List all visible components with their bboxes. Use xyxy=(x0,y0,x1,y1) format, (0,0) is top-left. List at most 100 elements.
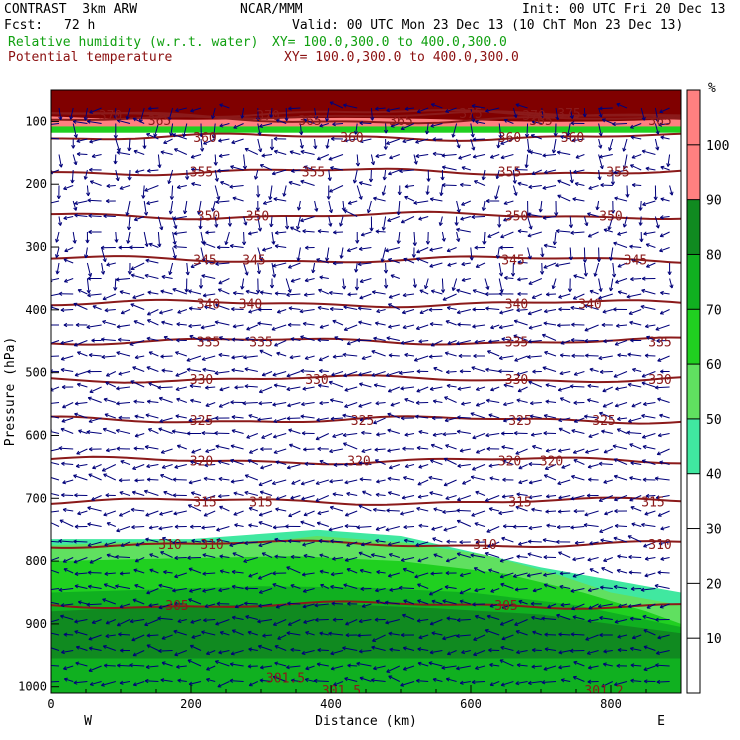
theta-label-330: 330 xyxy=(648,373,671,388)
wind-vector xyxy=(106,183,116,189)
wind-vector xyxy=(627,535,642,543)
wind-vector xyxy=(259,490,273,496)
wind-vector xyxy=(387,491,400,496)
wind-vector xyxy=(643,645,656,651)
wind-vector xyxy=(149,568,159,574)
theta-label-375: 375 xyxy=(459,107,482,122)
wind-vector xyxy=(62,402,74,409)
wind-vector xyxy=(229,662,244,667)
wind-vector xyxy=(272,619,287,626)
wind-vector xyxy=(300,335,315,341)
wind-vector xyxy=(61,384,74,390)
wind-vector xyxy=(629,244,642,249)
wind-vector xyxy=(232,291,244,296)
wind-vector xyxy=(470,553,486,558)
wind-vector xyxy=(87,584,102,589)
wind-vector xyxy=(476,448,486,454)
wind-vector xyxy=(441,182,457,188)
y-tick-label: 900 xyxy=(25,617,47,631)
wind-vector xyxy=(488,507,500,512)
wind-vector xyxy=(485,367,500,372)
wind-vector xyxy=(244,147,259,155)
wind-vector xyxy=(104,541,116,547)
wind-vector xyxy=(446,247,457,253)
wind-vector xyxy=(456,508,471,513)
wind-vector xyxy=(202,293,216,298)
wind-vector xyxy=(51,587,60,592)
wind-vector xyxy=(116,150,131,155)
wind-vector xyxy=(571,429,585,434)
wind-vector xyxy=(573,417,585,423)
wind-vector xyxy=(58,107,63,121)
field1-name: Relative humidity (w.r.t. water) xyxy=(8,35,259,50)
wind-vector xyxy=(274,340,287,347)
wind-vector xyxy=(516,371,528,377)
wind-vector xyxy=(512,524,528,529)
x-tick-label: 400 xyxy=(320,697,342,711)
wind-vector xyxy=(501,603,514,610)
wind-vector xyxy=(474,614,486,620)
wind-vector xyxy=(500,154,514,160)
wind-vector xyxy=(329,448,344,454)
wind-vector xyxy=(616,428,628,434)
wind-vector xyxy=(146,133,159,140)
wind-vector xyxy=(269,216,274,228)
colorbar-label: 20 xyxy=(706,577,722,592)
wind-vector xyxy=(528,324,542,330)
wind-vector xyxy=(543,321,557,326)
wind-vector xyxy=(496,138,501,149)
wind-vector xyxy=(569,648,585,653)
wind-vector xyxy=(74,619,88,624)
wind-vector xyxy=(273,448,287,454)
wind-vector xyxy=(146,309,159,316)
wind-vector xyxy=(659,309,670,315)
wind-vector xyxy=(118,478,131,483)
wind-vector xyxy=(174,572,187,579)
wind-vector xyxy=(77,510,88,516)
wind-vector xyxy=(583,262,588,277)
wind-vector xyxy=(566,123,571,137)
wind-vector xyxy=(232,324,244,329)
wind-vector xyxy=(602,662,613,667)
wind-vector xyxy=(116,401,131,406)
wind-vector xyxy=(186,367,202,372)
wind-vector xyxy=(400,681,415,687)
wind-vector xyxy=(618,603,628,608)
wind-vector xyxy=(217,288,230,295)
wind-vector xyxy=(190,154,202,159)
wind-vector xyxy=(609,247,614,261)
wind-vector xyxy=(116,324,131,329)
wind-vector xyxy=(375,153,386,158)
theta-line-355 xyxy=(51,167,681,177)
wind-vector xyxy=(631,522,642,527)
wind-vector xyxy=(219,554,230,559)
wind-vector xyxy=(588,185,599,190)
theta-label-345: 345 xyxy=(242,254,265,269)
wind-vector xyxy=(630,461,642,466)
wind-vector xyxy=(444,585,457,590)
wind-vector xyxy=(247,664,258,669)
wind-vector xyxy=(587,231,599,238)
wind-vector xyxy=(558,307,571,312)
wind-vector xyxy=(560,602,571,607)
wind-vector xyxy=(146,464,159,469)
wind-vector xyxy=(654,138,660,151)
wind-vector xyxy=(442,634,457,641)
wind-vector xyxy=(646,335,656,341)
wind-vector xyxy=(328,526,344,532)
wind-vector xyxy=(230,458,244,465)
wind-vector xyxy=(571,138,585,143)
wind-vector xyxy=(501,445,514,450)
wind-vector xyxy=(186,431,201,436)
wind-vector xyxy=(598,138,603,149)
wind-vector xyxy=(657,433,670,438)
wind-vector xyxy=(457,322,471,327)
wind-vector xyxy=(339,247,344,259)
wind-vector xyxy=(120,460,131,465)
wind-vector xyxy=(526,572,542,578)
wind-vector xyxy=(157,231,162,248)
wind-vector xyxy=(425,231,431,245)
wind-vector xyxy=(286,292,301,297)
wind-vector xyxy=(325,138,330,149)
wind-vector xyxy=(558,650,571,655)
